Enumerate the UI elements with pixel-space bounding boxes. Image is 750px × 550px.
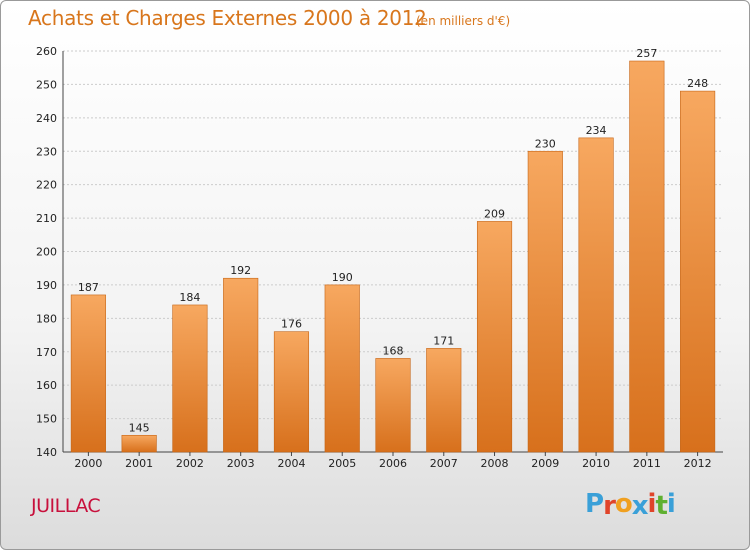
- bar-2005: [324, 284, 360, 453]
- y-tick-label: 160: [36, 379, 57, 392]
- x-tick-label-2009: 2009: [531, 457, 559, 470]
- x-tick-label-2002: 2002: [176, 457, 204, 470]
- y-tick-label: 240: [36, 112, 57, 125]
- bar-2010: [578, 137, 614, 453]
- y-tick-label: 200: [36, 246, 57, 259]
- data-label-2009: 230: [535, 137, 556, 150]
- bar-2006: [375, 358, 411, 453]
- logo-letter: i: [666, 489, 676, 519]
- data-label-2005: 190: [332, 271, 353, 284]
- y-tick-label: 220: [36, 179, 57, 192]
- y-tick-label: 260: [36, 45, 57, 58]
- data-label-2012: 248: [687, 77, 708, 90]
- bar-2001: [121, 434, 157, 453]
- data-label-2002: 184: [179, 291, 200, 304]
- y-tick-label: 190: [36, 279, 57, 292]
- logo-letter: o: [614, 489, 633, 519]
- x-tick-label-2001: 2001: [125, 457, 153, 470]
- chart-subtitle: (en milliers d'€): [416, 14, 511, 28]
- logo-letter: t: [655, 491, 667, 521]
- logo-letter: x: [631, 491, 649, 521]
- x-tick-label-2012: 2012: [684, 457, 712, 470]
- data-label-2010: 234: [586, 124, 607, 137]
- y-tick-label: 250: [36, 78, 57, 91]
- y-tick-label: 210: [36, 212, 57, 225]
- y-tick-label: 150: [36, 413, 57, 426]
- y-tick-label: 170: [36, 346, 57, 359]
- data-label-2011: 257: [636, 47, 657, 60]
- x-tick-label-2004: 2004: [277, 457, 305, 470]
- x-tick-label-2011: 2011: [633, 457, 661, 470]
- data-label-2003: 192: [230, 264, 251, 277]
- x-tick-label-2005: 2005: [328, 457, 356, 470]
- x-tick-label-2003: 2003: [227, 457, 255, 470]
- data-label-2001: 145: [129, 421, 150, 434]
- data-label-2008: 209: [484, 207, 505, 220]
- bar-2000: [70, 294, 106, 453]
- data-label-2006: 168: [383, 344, 404, 357]
- x-tick-label-2000: 2000: [74, 457, 102, 470]
- data-label-2000: 187: [78, 281, 99, 294]
- logo-letter: r: [603, 491, 616, 521]
- logo-letter: i: [647, 489, 657, 519]
- bar-2011: [629, 60, 665, 453]
- y-tick-label: 180: [36, 312, 57, 325]
- chart-title: Achats et Charges Externes 2000 à 2012: [28, 6, 427, 30]
- data-label-2004: 176: [281, 318, 302, 331]
- x-tick-label-2010: 2010: [582, 457, 610, 470]
- data-label-2007: 171: [433, 334, 454, 347]
- bar-2004: [273, 331, 310, 453]
- bar-2008: [476, 221, 513, 453]
- bar-2012: [680, 90, 716, 453]
- y-tick-label: 230: [36, 145, 57, 158]
- bar-2009: [527, 150, 563, 453]
- bar-2003: [223, 277, 259, 453]
- proxiti-logo: Proxiti: [585, 489, 676, 521]
- x-tick-label-2008: 2008: [481, 457, 509, 470]
- bar-2002: [172, 304, 208, 453]
- logo-letter: P: [585, 489, 604, 519]
- y-tick-label: 140: [36, 446, 57, 459]
- x-tick-label-2006: 2006: [379, 457, 407, 470]
- place-name: JUILLAC: [31, 495, 101, 517]
- bar-2007: [426, 348, 462, 453]
- x-tick-label-2007: 2007: [430, 457, 458, 470]
